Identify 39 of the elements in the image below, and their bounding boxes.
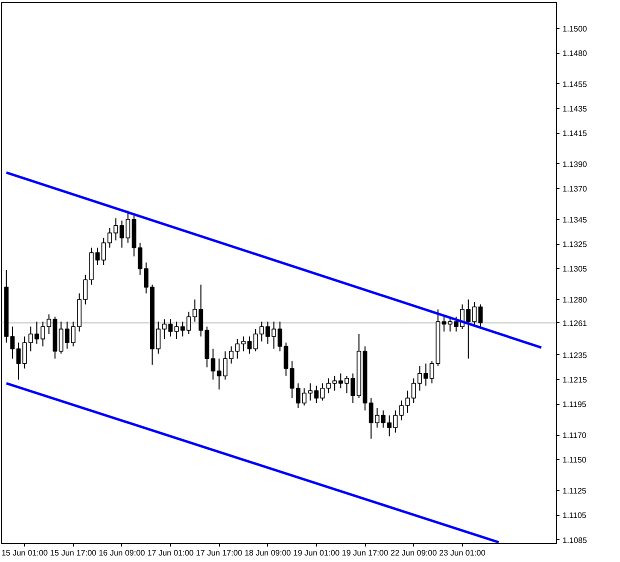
y-tick-label: 1.1195	[562, 400, 587, 410]
x-tick-label: 15 Jun 01:00	[1, 548, 48, 558]
x-tick-label: 19 Jun 17:00	[342, 548, 389, 558]
candlestick	[162, 318, 167, 340]
y-tick-label: 1.1500	[562, 24, 588, 34]
x-tick-label: 23 Jun 01:00	[439, 548, 486, 558]
x-tick-label: 17 Jun 01:00	[147, 548, 194, 558]
y-tick-label: 1.1105	[562, 511, 587, 520]
y-tick-label: 1.1215	[562, 376, 588, 385]
y-tick-label: 1.1390	[562, 160, 588, 169]
x-tick-label: 22 Jun 09:00	[390, 548, 438, 558]
x-tick-label: 19 Jun 01:00	[293, 548, 340, 558]
y-tick-label: 1.1280	[562, 295, 588, 304]
candlestick	[478, 304, 483, 328]
candlestick	[16, 342, 21, 380]
y-tick-label: 1.1170	[562, 431, 587, 440]
candlestick	[326, 378, 331, 394]
y-tick-label: 1.1305	[562, 264, 588, 274]
x-tick-label: 16 Jun 09:00	[98, 548, 146, 558]
candlestick	[168, 318, 173, 337]
y-tick-label: 1.1150	[562, 456, 587, 465]
candlestick	[284, 342, 288, 376]
y-tick-label: 1.1415	[562, 129, 588, 138]
y-tick-label: 1.1370	[562, 184, 588, 194]
y-tick-label: 1.1345	[562, 215, 588, 224]
x-tick-label: 17 Jun 17:00	[196, 548, 243, 558]
y-tick-label: 1.1235	[562, 350, 588, 360]
y-tick-label: 1.1435	[562, 104, 588, 114]
candlestick	[46, 314, 52, 334]
candlestick	[399, 400, 404, 421]
candlestick	[247, 336, 252, 354]
x-tick-label: 18 Jun 09:00	[244, 548, 292, 558]
y-tick-label: 1.1455	[562, 80, 588, 89]
ref-line-label: 1.1261	[562, 318, 588, 328]
y-tick-label: 1.1125	[562, 486, 587, 496]
y-tick-label: 1.1480	[562, 49, 588, 58]
x-tick-label: 15 Jun 17:00	[50, 548, 97, 558]
y-tick-label: 1.1085	[562, 536, 588, 545]
y-tick-label: 1.1325	[562, 240, 588, 250]
